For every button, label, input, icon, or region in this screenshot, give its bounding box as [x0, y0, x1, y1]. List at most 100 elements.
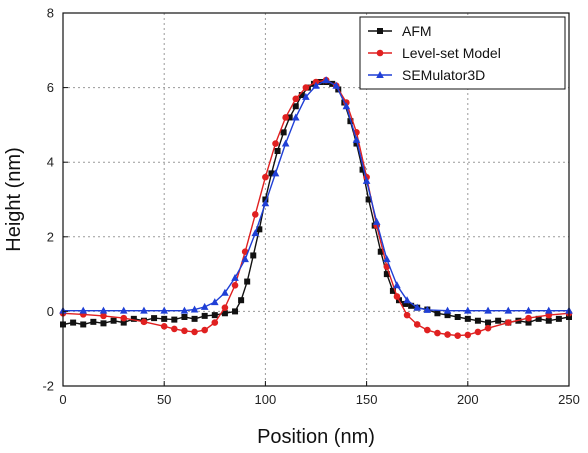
- series-line: [62, 79, 570, 337]
- x-tick-label: 100: [255, 392, 277, 407]
- x-tick-label: 250: [558, 392, 580, 407]
- data-point: [100, 312, 107, 320]
- data-point: [244, 278, 251, 285]
- data-point: [292, 95, 300, 103]
- data-point: [359, 166, 366, 173]
- data-point: [119, 306, 128, 314]
- data-point: [423, 305, 432, 313]
- data-point: [140, 306, 148, 314]
- ticks: 0 50 100 150 200 250 -2 0 2 4 6 8: [42, 6, 579, 408]
- data-point: [444, 331, 451, 338]
- data-point: [545, 317, 552, 324]
- data-point: [434, 310, 441, 317]
- data-point: [403, 296, 411, 304]
- data-point: [312, 81, 320, 89]
- data-point: [525, 319, 532, 326]
- data-point: [191, 328, 198, 336]
- data-point: [120, 314, 128, 322]
- data-point: [383, 271, 390, 278]
- data-point: [151, 315, 158, 322]
- data-point: [434, 329, 441, 337]
- data-point: [79, 306, 88, 314]
- data-point: [443, 306, 452, 314]
- data-point: [291, 113, 300, 121]
- data-point: [281, 139, 290, 147]
- data-point: [120, 319, 127, 326]
- x-tick-label: 50: [157, 392, 171, 407]
- data-point: [191, 315, 198, 322]
- data-point: [200, 302, 209, 310]
- y-tick-label: 2: [47, 229, 54, 244]
- data-point: [298, 92, 305, 99]
- data-point: [110, 317, 117, 324]
- data-point: [140, 318, 148, 326]
- data-point: [464, 306, 472, 314]
- data-point: [524, 306, 533, 314]
- data-point: [238, 297, 245, 304]
- data-point: [231, 273, 239, 281]
- data-point: [504, 319, 512, 326]
- data-point: [250, 252, 257, 259]
- data-point: [211, 319, 219, 326]
- data-point: [181, 313, 188, 320]
- data-point: [180, 306, 189, 314]
- data-point: [171, 325, 178, 333]
- data-point: [100, 320, 107, 327]
- data-point: [377, 248, 384, 255]
- data-point: [403, 311, 411, 319]
- data-point: [160, 323, 168, 330]
- data-point: [221, 304, 229, 311]
- data-point: [251, 211, 259, 218]
- data-point: [231, 281, 239, 289]
- data-point: [251, 229, 260, 237]
- data-point: [201, 326, 208, 334]
- data-point: [408, 302, 415, 309]
- data-point: [282, 114, 289, 121]
- series-1: [59, 76, 573, 339]
- data-point: [70, 319, 77, 326]
- data-point: [365, 196, 372, 203]
- legend-entry: AFM: [368, 23, 432, 39]
- data-point: [232, 308, 239, 315]
- data-point: [211, 312, 218, 319]
- series-layer: [59, 76, 573, 339]
- data-point: [413, 303, 421, 311]
- data-point: [160, 306, 168, 314]
- data-point: [322, 76, 330, 84]
- data-point: [389, 287, 396, 294]
- data-point: [332, 81, 341, 89]
- data-point: [383, 255, 391, 263]
- data-point: [362, 176, 371, 184]
- data-point: [80, 321, 87, 328]
- y-tick-label: -2: [42, 379, 54, 394]
- data-point: [272, 140, 279, 147]
- data-point: [454, 332, 461, 339]
- data-point: [161, 315, 168, 322]
- legend-marker: [376, 71, 384, 78]
- y-axis-title: Height (nm): [3, 147, 25, 251]
- data-point: [544, 306, 553, 314]
- legend-box: [359, 16, 566, 90]
- data-point: [292, 103, 299, 110]
- data-point: [280, 129, 287, 136]
- data-point: [402, 300, 409, 307]
- data-point: [464, 331, 472, 339]
- data-point: [302, 92, 310, 100]
- legend-entry: SEMulator3D: [368, 67, 485, 83]
- data-point: [352, 135, 361, 143]
- x-tick-label: 200: [457, 392, 479, 407]
- data-point: [201, 312, 208, 319]
- data-point: [474, 328, 482, 336]
- data-point: [190, 305, 199, 313]
- legend-entry: Level-set Model: [368, 45, 501, 61]
- data-point: [525, 314, 532, 322]
- data-point: [444, 312, 451, 319]
- data-point: [393, 293, 401, 300]
- data-point: [261, 199, 270, 207]
- y-tick-label: 6: [47, 80, 54, 95]
- data-point: [241, 255, 249, 263]
- data-point: [90, 318, 97, 325]
- legend-label: Level-set Model: [402, 45, 501, 61]
- data-point: [353, 140, 360, 147]
- data-point: [393, 281, 401, 289]
